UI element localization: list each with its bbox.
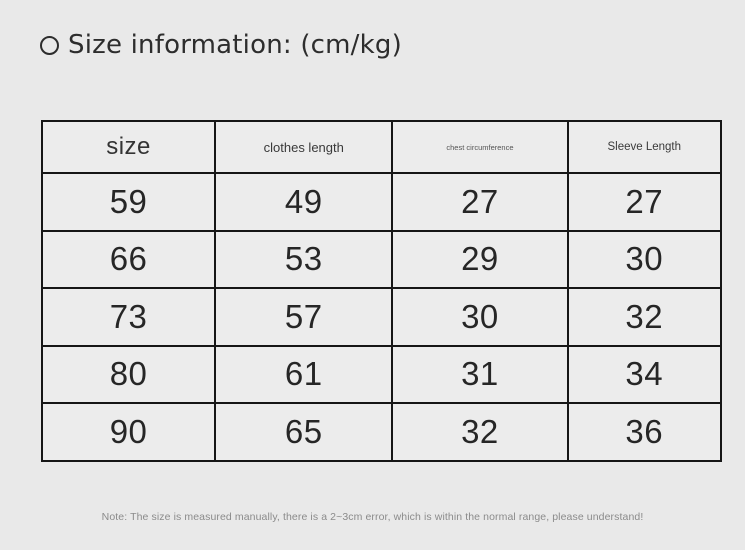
cell-sleeve-length: 27 <box>566 172 723 232</box>
cell-size: 73 <box>40 287 217 347</box>
cell-size: 59 <box>40 172 217 232</box>
column-header-clothes-length: clothes length <box>214 120 394 174</box>
cell-size: 80 <box>40 344 217 404</box>
column-header-sleeve-length: Sleeve Length <box>566 120 723 174</box>
measurement-disclaimer-note: Note: The size is measured manually, the… <box>101 511 644 523</box>
table-row: 59 49 27 27 <box>40 172 723 232</box>
cell-chest-circumference: 30 <box>391 287 569 347</box>
cell-sleeve-length: 32 <box>566 287 723 347</box>
size-chart-table: size clothes length chest circumference … <box>40 120 723 462</box>
table-row: 80 61 31 34 <box>40 344 723 404</box>
cell-size: 90 <box>40 402 217 462</box>
cell-clothes-length: 65 <box>214 402 394 462</box>
cell-sleeve-length: 36 <box>566 402 723 462</box>
cell-size: 66 <box>40 229 217 289</box>
size-info-header: Size information: (cm/kg) <box>40 30 402 60</box>
cell-clothes-length: 49 <box>214 172 394 232</box>
cell-chest-circumference: 29 <box>391 229 569 289</box>
table-header-row: size clothes length chest circumference … <box>40 120 723 174</box>
table-row: 90 65 32 36 <box>40 402 723 462</box>
cell-clothes-length: 61 <box>214 344 394 404</box>
cell-sleeve-length: 34 <box>566 344 723 404</box>
cell-clothes-length: 57 <box>214 287 394 347</box>
table-row: 66 53 29 30 <box>40 229 723 289</box>
circle-outline-icon <box>40 35 59 55</box>
column-header-size: size <box>40 120 217 174</box>
cell-chest-circumference: 31 <box>391 344 569 404</box>
cell-sleeve-length: 30 <box>566 229 723 289</box>
cell-clothes-length: 53 <box>214 229 394 289</box>
page-title: Size information: (cm/kg) <box>68 30 402 60</box>
cell-chest-circumference: 27 <box>391 172 569 232</box>
table-row: 73 57 30 32 <box>40 287 723 347</box>
cell-chest-circumference: 32 <box>391 402 569 462</box>
column-header-chest-circumference: chest circumference <box>391 120 569 174</box>
